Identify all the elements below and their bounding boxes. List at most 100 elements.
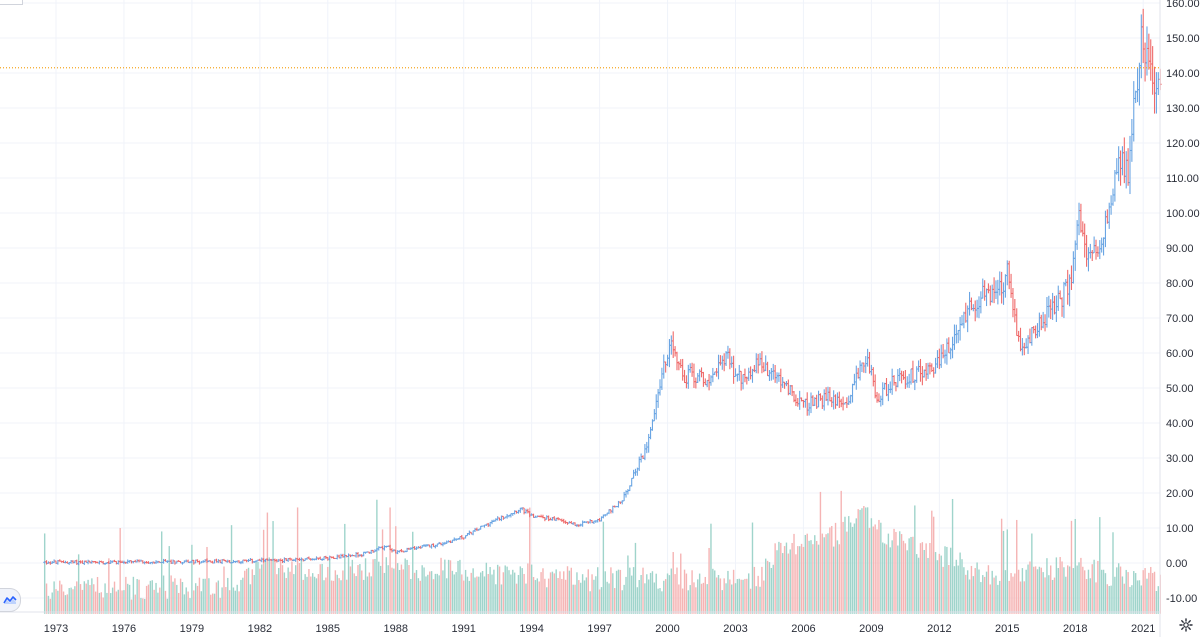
- volume-bar: [910, 536, 912, 614]
- volume-bar: [491, 574, 493, 614]
- volume-bar: [936, 560, 939, 614]
- volume-bar: [916, 554, 918, 614]
- volume-bar: [500, 584, 503, 614]
- y-tick-label: 130.00: [1166, 103, 1200, 115]
- volume-bar: [821, 533, 824, 614]
- volume-bar: [585, 577, 588, 614]
- volume-bar: [557, 578, 559, 614]
- volume-bar: [96, 576, 99, 614]
- volume-bar: [912, 536, 914, 614]
- volume-bar: [729, 579, 731, 614]
- settings-button[interactable]: [1178, 617, 1194, 633]
- volume-bar: [655, 573, 657, 614]
- y-axis[interactable]: -10.00 0.00 10.00 20.00 30.00 40.00 50.00 60.00…: [1159, 0, 1200, 637]
- volume-bar: [62, 591, 65, 614]
- volume-bar: [502, 572, 505, 614]
- volume-bar: [121, 590, 123, 614]
- volume-bar: [300, 559, 303, 614]
- volume-bar: [906, 550, 908, 614]
- volume-bar: [291, 561, 293, 614]
- volume-bar: [929, 543, 931, 614]
- x-tick-label: 2018: [1063, 623, 1087, 635]
- volume-bar: [179, 578, 182, 614]
- volume-bar: [1133, 571, 1135, 614]
- volume-bar: [623, 584, 625, 614]
- y-tick-label: 60.00: [1166, 348, 1194, 360]
- volume-bar: [948, 565, 950, 614]
- volume-bar: [91, 578, 93, 614]
- volume-bar: [255, 560, 257, 614]
- volume-bar: [980, 582, 982, 614]
- volume-bar: [680, 553, 682, 614]
- x-axis[interactable]: 1973 1976 1979 1982 1985 1988 1991 1994 1997 2000…: [0, 611, 1160, 635]
- volume-bar: [485, 562, 488, 614]
- volume-bar: [698, 573, 701, 614]
- volume-bar: [953, 566, 956, 614]
- volume-bar: [717, 575, 720, 614]
- volume-bar: [419, 580, 421, 614]
- volume-bar: [649, 572, 652, 614]
- corner-tab: [0, 0, 23, 5]
- volume-bar: [1008, 580, 1010, 614]
- volume-bar: [87, 579, 89, 614]
- volume-bar: [748, 573, 750, 614]
- volume-bar: [829, 527, 831, 614]
- volume-bar: [1099, 517, 1101, 614]
- volume-bar: [723, 578, 725, 614]
- volume-bar: [525, 583, 527, 614]
- volume-bar: [538, 581, 540, 614]
- volume-bar: [111, 587, 114, 614]
- volume-bar: [251, 569, 253, 614]
- volume-bar: [521, 568, 523, 614]
- volume-bar: [1006, 529, 1008, 614]
- volume-bar: [515, 583, 518, 614]
- volume-bar: [806, 533, 808, 614]
- volume-bar: [176, 584, 178, 614]
- volume-bar: [510, 574, 512, 614]
- series-toggle-button[interactable]: [0, 588, 21, 612]
- volume-bar: [946, 546, 948, 614]
- volume-bar: [804, 534, 807, 614]
- volume-bar: [934, 552, 937, 614]
- volume-bar: [436, 573, 438, 614]
- volume-bar: [236, 584, 238, 614]
- volume-bar: [659, 588, 661, 614]
- volume-bar: [1146, 578, 1148, 614]
- volume-bar: [402, 569, 404, 614]
- volume-bar: [897, 545, 899, 614]
- volume-bar: [578, 580, 580, 614]
- volume-bar: [283, 572, 286, 614]
- volume-bar: [493, 569, 495, 614]
- volume-bar: [449, 560, 452, 614]
- volume-bar: [999, 580, 1001, 614]
- volume-bar: [1044, 577, 1046, 614]
- volume-bar: [982, 575, 984, 614]
- volume-bar: [527, 563, 529, 614]
- volume-bar: [391, 567, 393, 614]
- volume-bar: [1027, 564, 1029, 614]
- volume-bar: [230, 525, 233, 614]
- volume-bar: [93, 584, 95, 614]
- y-tick-label: 10.00: [1166, 523, 1194, 535]
- x-tick-label: 1997: [587, 623, 611, 635]
- volume-bar: [865, 507, 867, 614]
- volume-bar: [330, 580, 333, 614]
- volume-bar: [721, 590, 723, 614]
- volume-bar: [181, 582, 184, 614]
- volume-bar: [153, 589, 155, 614]
- volume-bar: [976, 562, 978, 614]
- x-tick-label: 1994: [519, 623, 543, 635]
- volume-bar: [1033, 566, 1035, 614]
- volume-bar: [161, 531, 163, 614]
- volume-bar: [423, 567, 425, 614]
- volume-bar: [646, 574, 648, 614]
- volume-bar: [85, 583, 87, 614]
- volume-bar: [83, 581, 86, 614]
- y-tick-label: 30.00: [1166, 453, 1194, 465]
- area-chart-icon: [3, 596, 17, 604]
- volume-bar: [574, 584, 576, 614]
- volume-bar: [127, 583, 129, 614]
- volume-bar: [849, 522, 852, 614]
